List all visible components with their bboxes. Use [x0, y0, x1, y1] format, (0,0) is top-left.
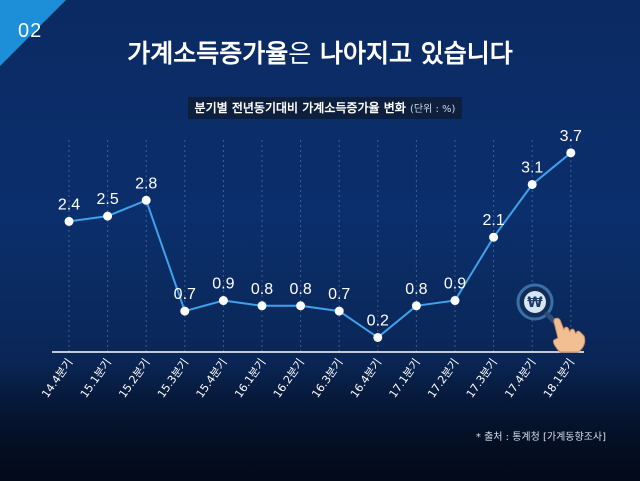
data-label: 0.2: [367, 312, 389, 329]
x-tick-label: 17.1분기: [387, 356, 423, 400]
data-point: [411, 301, 421, 311]
x-tick-label: 17.3분기: [464, 356, 500, 400]
data-label: 0.7: [174, 286, 196, 303]
data-point: [218, 296, 228, 306]
x-tick-label: 16.3분기: [309, 356, 345, 400]
subtitle-unit: (단위 : %): [410, 104, 456, 115]
data-label: 2.5: [96, 191, 118, 208]
x-tick-label: 17.4분기: [502, 356, 538, 400]
data-label: 0.8: [405, 281, 427, 298]
data-label: 3.1: [521, 159, 543, 176]
subtitle-main: 분기별 전년동기대비 가계소득증가율 변화: [194, 101, 406, 115]
data-label: 3.7: [560, 128, 582, 145]
data-point: [489, 232, 499, 242]
x-tick-label: 17.2분기: [425, 356, 461, 400]
x-tick-label: 15.4분기: [194, 356, 230, 400]
won-magnifier-icon: ₩: [516, 283, 560, 327]
data-point: [450, 296, 460, 306]
x-tick-label: 16.2분기: [271, 356, 307, 400]
data-point: [103, 211, 113, 221]
svg-text:₩: ₩: [527, 295, 543, 311]
chart-markers: [64, 148, 576, 342]
series-line: [68, 152, 572, 339]
data-point: [141, 195, 151, 205]
chart-tick-labels: 14.4분기 15.1분기 15.2분기 15.3분기 15.4분기 16.1분기 16.2…: [39, 356, 577, 400]
data-point: [64, 216, 74, 226]
chart-subtitle: 분기별 전년동기대비 가계소득증가율 변화 (단위 : %): [188, 97, 462, 119]
x-tick-label: 15.1분기: [78, 356, 114, 400]
title-light: 은: [288, 39, 312, 68]
x-tick-label: 16.1분기: [232, 356, 268, 400]
data-point: [373, 332, 383, 342]
data-point: [527, 179, 537, 189]
x-tick-label: 18.1분기: [541, 356, 577, 400]
chart-gridlines: [68, 140, 572, 352]
x-tick-label: 16.4분기: [348, 356, 384, 400]
data-label: 0.9: [444, 276, 466, 293]
data-point: [180, 306, 190, 316]
pointing-hand-icon: [553, 317, 586, 353]
title-bold: 가계소득증가율: [127, 39, 289, 68]
data-label: 2.4: [58, 196, 80, 213]
corner-accent: [0, 0, 66, 66]
chart-data-labels: 2.4 2.5 2.8 0.7 0.9 0.8 0.8 0.7 0.2 0.8 0.9 2.1 3.1 3…: [58, 128, 582, 330]
data-label: 2.8: [135, 175, 157, 192]
data-point: [334, 306, 344, 316]
x-tick-label: 14.4분기: [39, 356, 75, 400]
data-label: 0.7: [328, 286, 350, 303]
data-point: [296, 301, 306, 311]
source-note: * 출처 : 통계청 [가계동향조사]: [475, 432, 606, 443]
page-number: 02: [18, 20, 43, 42]
data-label: 0.9: [212, 276, 234, 293]
page-title: 가계소득증가율은 나아지고 있습니다: [0, 34, 640, 70]
data-label: 0.8: [289, 281, 311, 298]
title-rest: 나아지고 있습니다: [311, 39, 513, 68]
data-point: [566, 148, 576, 158]
data-label: 2.1: [482, 212, 504, 229]
background-ground: [0, 361, 640, 481]
x-tick-label: 15.2분기: [116, 356, 152, 400]
x-tick-label: 15.3분기: [155, 356, 191, 400]
data-point: [257, 301, 267, 311]
data-label: 0.8: [251, 281, 273, 298]
